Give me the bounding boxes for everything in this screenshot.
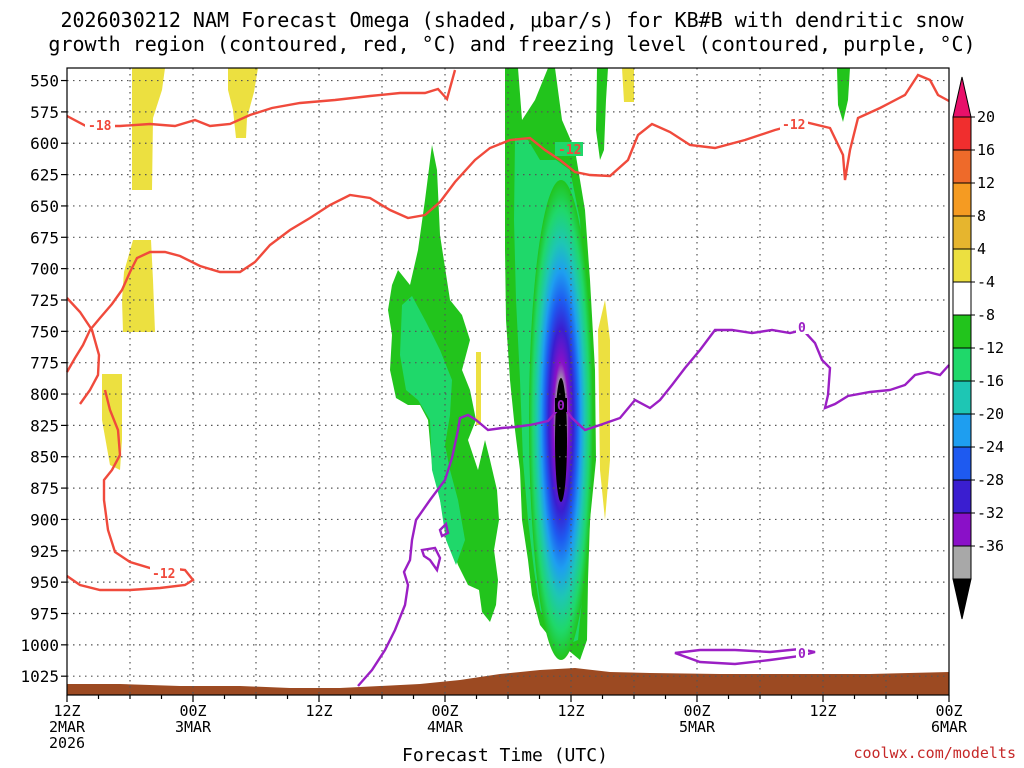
- colorbar-band: [952, 380, 972, 415]
- freezing-contour-label: 0: [557, 399, 565, 414]
- dgz-contour-label: -12: [782, 118, 805, 133]
- dgz-contour-lower: [66, 389, 195, 592]
- colorbar-label: -36: [977, 537, 1004, 555]
- colorbar-label: 20: [977, 108, 995, 126]
- y-tick-label: 1000: [20, 636, 59, 655]
- colorbar-band: [952, 314, 972, 349]
- colorbar-label: 12: [977, 174, 995, 192]
- omega-rising-region: [388, 68, 850, 660]
- y-tick-label: 650: [30, 197, 59, 216]
- omega-sinking-blob: [122, 240, 155, 332]
- x-tick-label: 00Z: [935, 702, 962, 720]
- colorbar-label: -20: [977, 405, 1004, 423]
- x-axis-label: Forecast Time (UTC): [402, 745, 608, 766]
- colorbar-band: [952, 281, 972, 316]
- y-tick-label: 875: [30, 479, 59, 498]
- y-tick-label: 700: [30, 260, 59, 279]
- colorbar-label: 8: [977, 207, 986, 225]
- freezing-contour-main: [357, 328, 950, 687]
- y-tick-label: 1025: [20, 667, 59, 686]
- y-tick-label: 950: [30, 573, 59, 592]
- x-tick-label: 3MAR: [175, 718, 212, 736]
- colorbar-band: [952, 116, 972, 151]
- dgz-contour-label: -18: [88, 119, 112, 134]
- omega-sinking-blob: [132, 68, 165, 190]
- colorbar-label: -24: [977, 438, 1004, 456]
- x-tick-label: 2MAR: [49, 718, 86, 736]
- freezing-contour-lower-right: [674, 647, 816, 666]
- colorbar-band: [952, 149, 972, 184]
- x-tick-label: 12Z: [557, 702, 584, 720]
- omega-rising-core-black: [555, 378, 567, 502]
- x-tick-label: 6MAR: [931, 718, 968, 736]
- chart-title-line-2: growth region (contoured, red, °C) and f…: [48, 32, 976, 56]
- colorbar-band: [952, 545, 972, 580]
- freezing-contour-label: 0: [798, 647, 806, 662]
- colorbar-label: -32: [977, 504, 1004, 522]
- colorbar: 20 16 12 8 4 -4 -8 -12 -16 -20 -24 -28 -32 -36: [952, 76, 1004, 620]
- freezing-contour-label: 0: [798, 321, 806, 336]
- y-axis: 550 575 600 625 650 675 700 725 750 775 800 825 850 8…: [20, 72, 67, 686]
- credit-link[interactable]: coolwx.com/modelts: [853, 744, 1016, 762]
- colorbar-label: 16: [977, 141, 995, 159]
- x-tick-label: 00Z: [179, 702, 206, 720]
- y-tick-label: 675: [30, 228, 59, 247]
- colorbar-arrow-top: [952, 76, 972, 118]
- colorbar-band: [952, 479, 972, 514]
- omega-rising-blob: [837, 68, 850, 122]
- colorbar-band: [952, 215, 972, 250]
- chart-title-line-1: 2026030212 NAM Forecast Omega (shaded, μ…: [60, 8, 964, 32]
- dgz-contour-label: -12: [558, 143, 581, 158]
- y-tick-label: 575: [30, 103, 59, 122]
- y-tick-label: 625: [30, 166, 59, 185]
- omega-sinking-blob: [622, 68, 634, 102]
- colorbar-band: [952, 512, 972, 547]
- colorbar-band: [952, 446, 972, 481]
- colorbar-label: -12: [977, 339, 1004, 357]
- colorbar-label: 4: [977, 240, 986, 258]
- x-tick-label: 12Z: [305, 702, 332, 720]
- x-tick-label: 5MAR: [679, 718, 716, 736]
- colorbar-band: [952, 413, 972, 448]
- colorbar-band: [952, 248, 972, 283]
- y-tick-label: 800: [30, 385, 59, 404]
- y-tick-label: 850: [30, 448, 59, 467]
- omega-sinking-blob: [476, 352, 481, 425]
- y-tick-label: 550: [30, 72, 59, 91]
- y-tick-label: 600: [30, 134, 59, 153]
- freezing-level-contours: [357, 328, 950, 687]
- omega-sinking-blob: [598, 300, 610, 520]
- x-tick-label: 00Z: [683, 702, 710, 720]
- x-tick-label: 00Z: [431, 702, 458, 720]
- x-tick-label: 12Z: [809, 702, 836, 720]
- colorbar-label: -8: [977, 306, 995, 324]
- dgz-contour-label: -12: [152, 567, 175, 582]
- dendritic-contours: [65, 69, 950, 592]
- x-tick-label: 4MAR: [427, 718, 464, 736]
- y-tick-label: 975: [30, 604, 59, 623]
- colorbar-arrow-bottom: [952, 578, 972, 620]
- colorbar-band: [952, 347, 972, 382]
- y-tick-label: 825: [30, 416, 59, 435]
- y-tick-label: 775: [30, 354, 59, 373]
- freezing-contour-small: [420, 546, 442, 573]
- colorbar-label: -16: [977, 372, 1004, 390]
- omega-rising-blob: [596, 68, 608, 160]
- y-tick-label: 750: [30, 322, 59, 341]
- colorbar-label: -4: [977, 273, 995, 291]
- colorbar-band: [952, 182, 972, 217]
- dgz-contour-upper: [65, 69, 950, 405]
- omega-sinking-blob: [228, 68, 258, 138]
- y-tick-label: 925: [30, 542, 59, 561]
- contour-labels: -18 -12 -12 -12 0 0 0: [85, 117, 808, 662]
- x-tick-label: 2026: [49, 734, 85, 752]
- y-tick-label: 900: [30, 510, 59, 529]
- grid-lines: [67, 68, 949, 695]
- freezing-contour-small: [438, 521, 450, 538]
- x-tick-label: 12Z: [53, 702, 80, 720]
- y-tick-label: 725: [30, 291, 59, 310]
- colorbar-label: -28: [977, 471, 1004, 489]
